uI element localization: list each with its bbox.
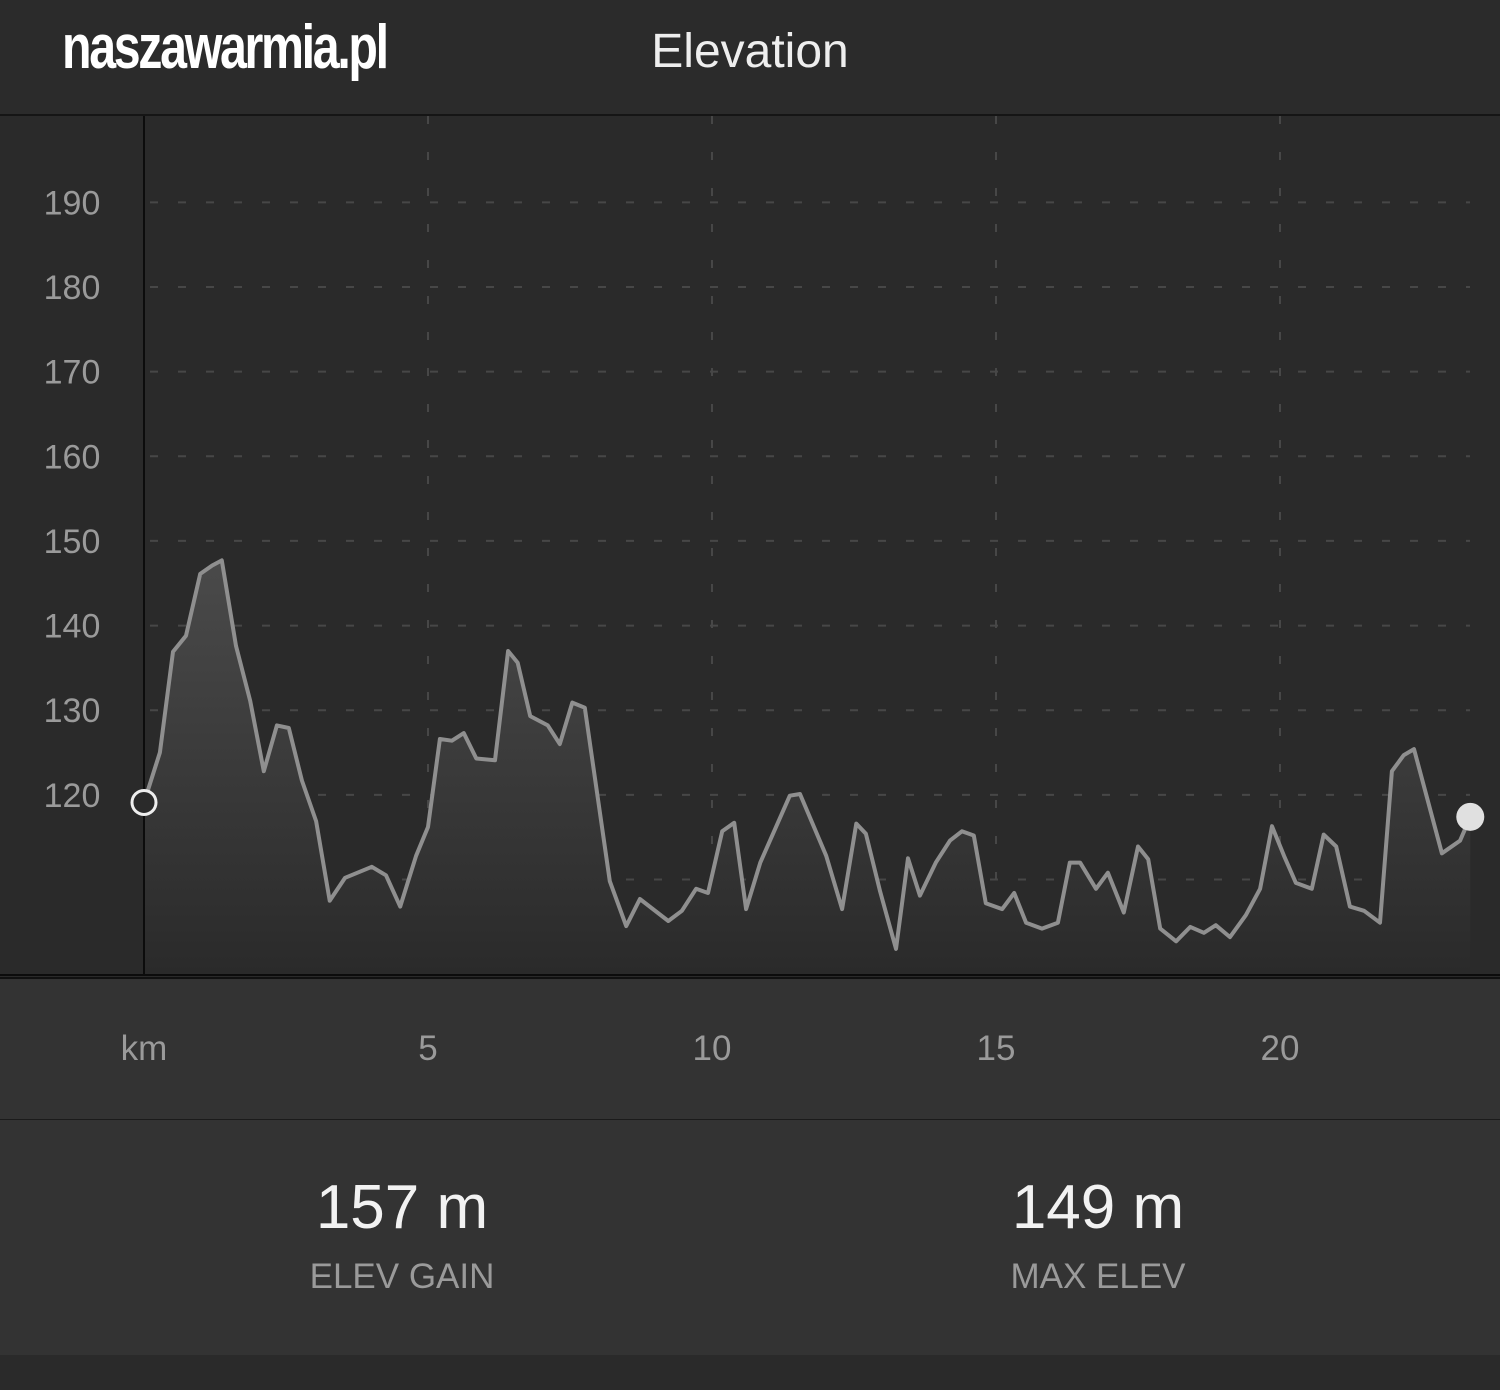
- y-tick-label: 160: [44, 438, 101, 476]
- footer-strip: [0, 1355, 1500, 1390]
- x-tick-label: 20: [1260, 1029, 1300, 1068]
- start-marker[interactable]: [130, 788, 158, 816]
- x-axis-band: km 5 10 15 20: [0, 977, 1500, 1121]
- end-marker[interactable]: [1456, 802, 1485, 831]
- chart-svg: 120 130 140 150 160 170 180 190: [0, 116, 1500, 976]
- y-tick-label: 190: [44, 184, 101, 222]
- stat-max-elev: 149 m MAX ELEV: [798, 1120, 1398, 1297]
- x-tick-label: 10: [692, 1029, 732, 1068]
- stat-value: 149 m: [1011, 1173, 1185, 1242]
- stats-panel: 157 m ELEV GAIN 149 m MAX ELEV: [0, 1120, 1500, 1355]
- y-tick-label: 140: [44, 608, 101, 646]
- y-tick-label: 180: [44, 269, 101, 307]
- y-tick-label: 120: [44, 777, 101, 815]
- elevation-area: [144, 560, 1471, 976]
- y-tick-label: 150: [44, 523, 101, 561]
- stat-value: 157 m: [315, 1173, 489, 1242]
- x-tick-label: 5: [418, 1029, 438, 1068]
- header: naszawarmia.pl Elevation: [0, 0, 1500, 116]
- stat-elev-gain: 157 m ELEV GAIN: [102, 1120, 702, 1297]
- elevation-chart: 120 130 140 150 160 170 180 190: [0, 116, 1500, 976]
- y-tick-label: 170: [44, 354, 101, 392]
- elevation-line: [142, 558, 1473, 951]
- stat-label: ELEV GAIN: [309, 1257, 495, 1296]
- page-title: Elevation: [651, 25, 849, 78]
- x-tick-label: 15: [976, 1029, 1016, 1068]
- x-axis-unit: km: [120, 1029, 168, 1068]
- stat-label: MAX ELEV: [1010, 1257, 1186, 1296]
- site-logo: naszawarmia.pl: [62, 13, 389, 82]
- y-tick-label: 130: [44, 692, 101, 730]
